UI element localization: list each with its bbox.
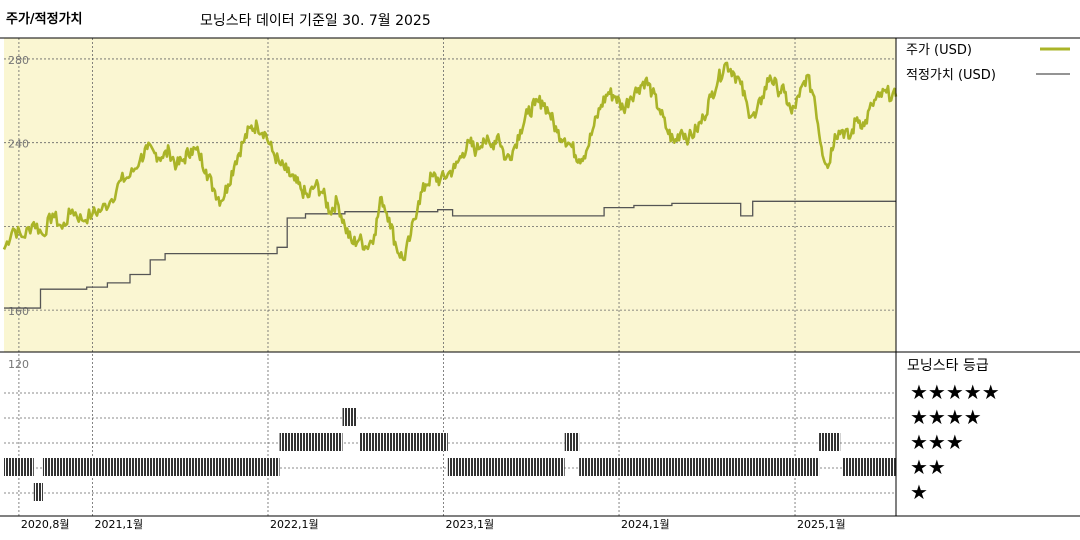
rating-one-star: ★ [910,480,928,504]
rating-two-stars: ★★ [910,455,946,479]
legend-price-label: 주가 (USD) [906,43,972,58]
chart-title: 주가/적정가치 [6,12,83,27]
x-tick-label: 2020,8월 [21,518,70,531]
rating-bar-3-star [819,433,841,451]
price-line [2,61,898,262]
price-gridlines [4,58,896,311]
x-tick-label: 2021,1월 [94,518,143,531]
rating-four-stars: ★★★★ [910,405,982,429]
rating-bar-2-star [842,458,896,476]
y-tick-label: 160 [8,305,29,318]
x-tick-labels: 2020,8월 2021,1월 2022,1월 2023,1월 2024,1월 2025,… [21,518,846,531]
rating-y-tick-label: 120 [8,358,29,371]
rating-five-stars: ★★★★★ [910,380,1000,404]
y-tick-label: 240 [8,138,29,151]
rating-bar-2-star [4,458,34,476]
y-tick-label: 280 [8,54,29,67]
rating-bar-1-star [33,483,43,501]
rating-three-stars: ★★★ [910,430,964,454]
rating-bar-2-star [447,458,565,476]
data-date-subtitle: 모닝스타 데이터 기준일 30. 7월 2025 [200,13,431,29]
rating-bar-3-star [564,433,580,451]
rating-bars [4,408,896,501]
rating-bar-4-star [342,408,357,426]
rating-bar-2-star [42,458,280,476]
legend-fair-value-label: 적정가치 (USD) [906,68,996,83]
rating-title: 모닝스타 등급 [907,358,989,374]
rating-bar-2-star [579,458,820,476]
rating-bar-3-star [279,433,343,451]
rating-bar-3-star [359,433,448,451]
legend: 주가 (USD) 적정가치 (USD) [906,43,1070,83]
x-tick-label: 2023,1월 [446,518,495,531]
plot-background [4,38,896,352]
x-tick-label: 2024,1월 [621,518,670,531]
chart-frame [0,37,1080,517]
x-tick-label: 2025,1월 [797,518,846,531]
x-tick-label: 2022,1월 [270,518,319,531]
fair-value-line [4,200,896,309]
rating-gridlines [4,392,896,494]
